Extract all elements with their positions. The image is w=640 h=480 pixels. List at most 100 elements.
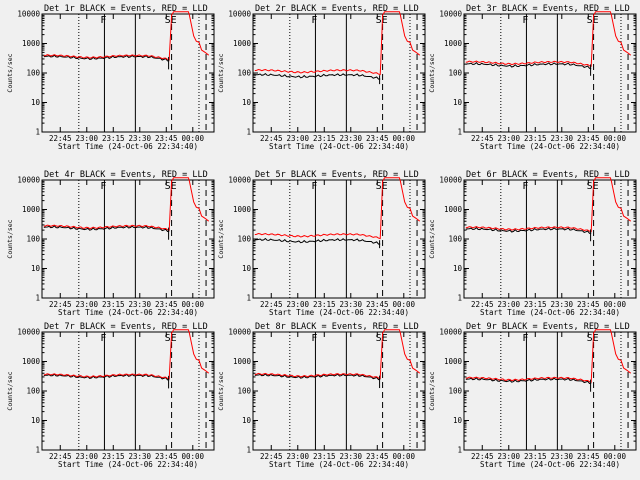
marker-label: F — [522, 181, 528, 192]
x-tick-label: 23:15 — [102, 134, 125, 143]
y-tick-label: 10000 — [228, 328, 251, 337]
events-series-line — [465, 377, 592, 385]
x-tick-label: 23:15 — [524, 452, 547, 461]
y-tick-label: 10 — [31, 264, 41, 273]
plot-frame — [252, 13, 426, 133]
x-tick-label: 23:45 — [366, 300, 389, 309]
y-tick-label: 10000 — [228, 176, 251, 185]
y-tick-label: 1 — [457, 446, 462, 455]
x-axis-label: Start Time (24-Oct-06 22:34:40) — [269, 460, 409, 469]
panel-title: Det 2r BLACK = Events, RED = LLD — [255, 4, 419, 14]
detector-panel: Det 2r BLACK = Events, RED = LLD10000100… — [217, 4, 426, 151]
x-tick-label: 23:45 — [366, 134, 389, 143]
panel-title: Det 3r BLACK = Events, RED = LLD — [466, 4, 630, 14]
y-tick-label: 10 — [453, 264, 463, 273]
x-tick-label: 23:30 — [550, 134, 573, 143]
events-series-line — [254, 237, 381, 245]
x-tick-label: 22:45 — [49, 300, 72, 309]
x-tick-label: 23:30 — [339, 452, 362, 461]
plot-frame — [41, 13, 215, 133]
marker-label: SE — [587, 333, 599, 344]
x-tick-label: 00:00 — [182, 134, 205, 143]
x-tick-label: 23:30 — [128, 300, 151, 309]
y-tick-label: 10 — [242, 98, 252, 107]
x-tick-label: 22:45 — [471, 452, 494, 461]
panel-title: Det 1r BLACK = Events, RED = LLD — [44, 4, 208, 14]
y-tick-label: 10000 — [17, 10, 40, 19]
marker-label: F — [522, 15, 528, 26]
x-tick-label: 00:00 — [393, 300, 416, 309]
x-tick-label: 22:45 — [49, 134, 72, 143]
lld-series-line — [43, 329, 210, 380]
marker-label: F — [100, 181, 106, 192]
y-tick-label: 100 — [26, 387, 40, 396]
detector-panel: Det 6r BLACK = Events, RED = LLD10000100… — [428, 170, 637, 317]
y-tick-label: 10000 — [17, 176, 40, 185]
lld-series-line — [254, 329, 421, 380]
panel-title: Det 7r BLACK = Events, RED = LLD — [44, 322, 208, 332]
plot-frame — [252, 179, 426, 299]
x-tick-label: 23:00 — [286, 300, 309, 309]
x-tick-label: 22:45 — [260, 134, 283, 143]
x-tick-label: 23:00 — [497, 134, 520, 143]
x-tick-label: 23:30 — [550, 300, 573, 309]
x-axis-label: Start Time (24-Oct-06 22:34:40) — [480, 308, 620, 317]
x-tick-label: 23:45 — [155, 300, 178, 309]
y-tick-label: 1000 — [22, 357, 41, 366]
y-tick-label: 100 — [237, 235, 251, 244]
x-tick-label: 00:00 — [604, 300, 627, 309]
x-tick-label: 23:30 — [550, 452, 573, 461]
x-axis-label: Start Time (24-Oct-06 22:34:40) — [58, 142, 198, 151]
y-tick-label: 100 — [26, 235, 40, 244]
y-tick-label: 100 — [448, 387, 462, 396]
y-tick-label: 1 — [457, 128, 462, 137]
x-tick-label: 00:00 — [393, 134, 416, 143]
y-tick-label: 10 — [242, 264, 252, 273]
lld-series-line — [254, 177, 421, 240]
panel-title: Det 8r BLACK = Events, RED = LLD — [255, 322, 419, 332]
y-tick-label: 10 — [242, 416, 252, 425]
y-tick-label: 100 — [237, 387, 251, 396]
events-series-line — [465, 62, 592, 69]
x-tick-label: 23:00 — [497, 452, 520, 461]
y-tick-label: 1 — [35, 128, 40, 137]
events-series-line — [465, 227, 592, 234]
x-tick-label: 00:00 — [393, 452, 416, 461]
y-tick-label: 1 — [246, 128, 251, 137]
y-tick-label: 1000 — [22, 39, 41, 48]
events-series-line — [43, 373, 170, 381]
x-tick-label: 22:45 — [471, 300, 494, 309]
marker-label: SE — [587, 181, 599, 192]
y-tick-label: 1000 — [233, 39, 252, 48]
lld-series-line — [465, 11, 632, 67]
marker-label: SE — [165, 181, 177, 192]
y-tick-label: 1 — [35, 294, 40, 303]
x-tick-label: 23:15 — [524, 134, 547, 143]
y-tick-label: 1000 — [22, 205, 41, 214]
y-axis-label: Counts/sec — [428, 371, 436, 410]
y-axis-label: Counts/sec — [217, 219, 225, 258]
x-tick-label: 00:00 — [604, 134, 627, 143]
marker-label: F — [100, 15, 106, 26]
y-tick-label: 10 — [453, 416, 463, 425]
y-tick-label: 10 — [453, 98, 463, 107]
marker-label: SE — [165, 333, 177, 344]
y-axis-label: Counts/sec — [428, 53, 436, 92]
x-tick-label: 00:00 — [182, 300, 205, 309]
y-tick-label: 1 — [35, 446, 40, 455]
marker-label: SE — [376, 333, 388, 344]
x-tick-label: 22:45 — [260, 300, 283, 309]
detector-panel: Det 5r BLACK = Events, RED = LLD10000100… — [217, 170, 426, 317]
x-tick-label: 23:45 — [577, 300, 600, 309]
detector-panel: Det 3r BLACK = Events, RED = LLD10000100… — [428, 4, 637, 151]
lld-series-line — [254, 11, 421, 76]
x-tick-label: 23:00 — [497, 300, 520, 309]
lld-series-line — [43, 177, 210, 231]
y-tick-label: 100 — [237, 69, 251, 78]
y-tick-label: 1 — [246, 294, 251, 303]
x-axis-label: Start Time (24-Oct-06 22:34:40) — [58, 460, 198, 469]
x-tick-label: 23:15 — [102, 452, 125, 461]
y-axis-label: Counts/sec — [428, 219, 436, 258]
marker-label: F — [311, 15, 317, 26]
